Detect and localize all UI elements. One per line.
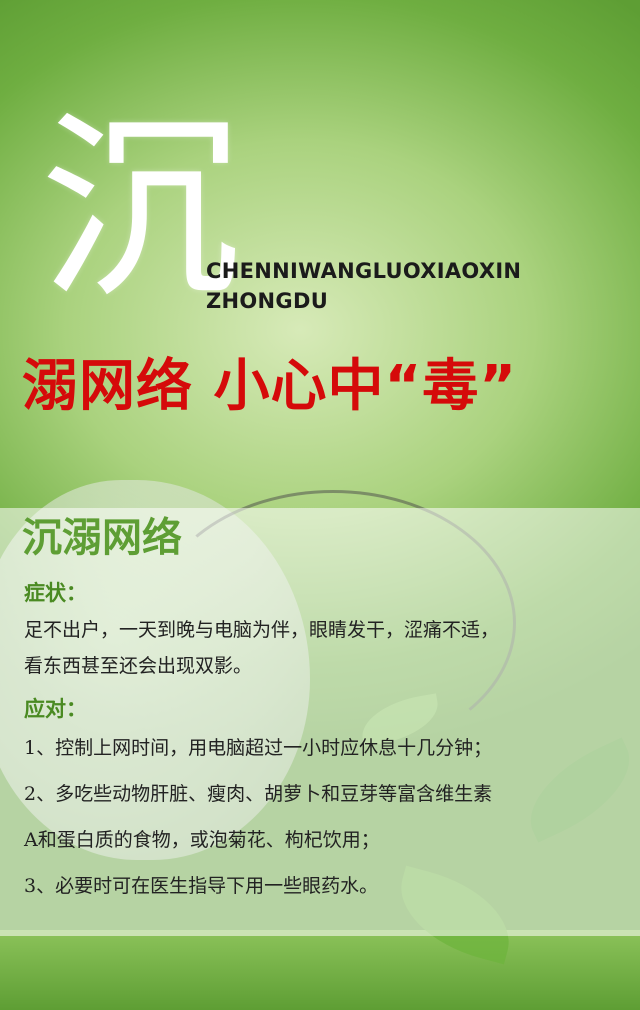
symptoms-text: 看东西甚至还会出现双影。: [24, 655, 253, 677]
pinyin-line: CHENNIWANGLUOXIAOXIN: [206, 259, 522, 283]
slogan: 溺网络 小心中“毒”: [22, 354, 518, 419]
logo-calligraphy: 沉: [40, 93, 241, 326]
symptoms-text: 足不出户，一天到晚与电脑为伴，眼睛发干，涩痛不适，: [24, 619, 500, 641]
pinyin-title: CHENNIWANGLUOXIAOXIN ZHONGDU: [206, 256, 521, 316]
response-item: 3、必要时可在医生指导下用一些眼药水。: [24, 875, 379, 897]
panel-title: 沉溺网络: [22, 515, 182, 561]
background-bottom: [0, 930, 640, 1010]
response-heading: 应对：: [24, 696, 87, 721]
response-item: 2、多吃些动物肝脏、瘦肉、胡萝卜和豆芽等富含维生素: [24, 783, 493, 805]
symptoms-heading: 症状：: [24, 580, 87, 605]
response-item: A和蛋白质的食物，或泡菊花、枸杞饮用；: [24, 829, 380, 851]
pinyin-line: ZHONGDU: [206, 289, 329, 313]
response-item: 1、控制上网时间，用电脑超过一小时应休息十几分钟；: [24, 737, 493, 759]
info-panel: [0, 508, 640, 936]
